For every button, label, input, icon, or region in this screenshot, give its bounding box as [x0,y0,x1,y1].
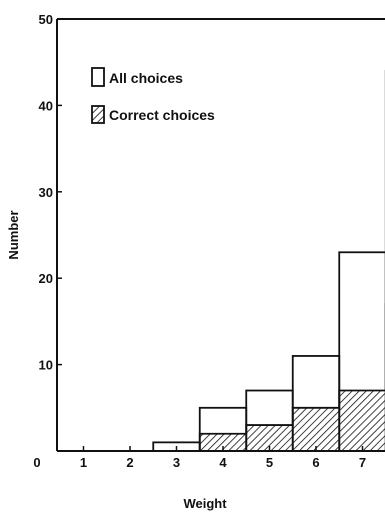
x-tick-label: 3 [173,455,180,470]
x-tick-label: 7 [359,455,366,470]
legend-label-correct-choices: Correct choices [109,107,215,123]
axis-ticks: 0123456789101020304050 [33,12,366,470]
legend: All choices Correct choices [91,67,215,124]
bar-correct-choices [339,390,385,451]
y-tick-label: 10 [39,358,53,373]
x-tick-label: 4 [219,455,227,470]
x-axis-title: Weight [183,496,227,511]
x-tick-label: 2 [126,455,133,470]
legend-swatch-correct-choices [91,105,105,124]
y-axis-title: Number [6,210,21,259]
y-tick-label: 20 [39,271,53,286]
y-tick-label: 50 [39,12,53,27]
bar-correct-choices [292,407,340,451]
y-tick-label: 40 [39,98,53,113]
x-tick-label: 1 [80,455,87,470]
x-tick-label: 5 [266,455,273,470]
legend-label-all-choices: All choices [109,70,183,86]
bar-correct-choices [199,433,247,451]
x-tick-label: 6 [312,455,319,470]
plot-area [152,69,385,452]
y-tick-label: 30 [39,185,53,200]
legend-swatch-all-choices [91,67,105,87]
x-tick-label: 0 [33,455,40,470]
